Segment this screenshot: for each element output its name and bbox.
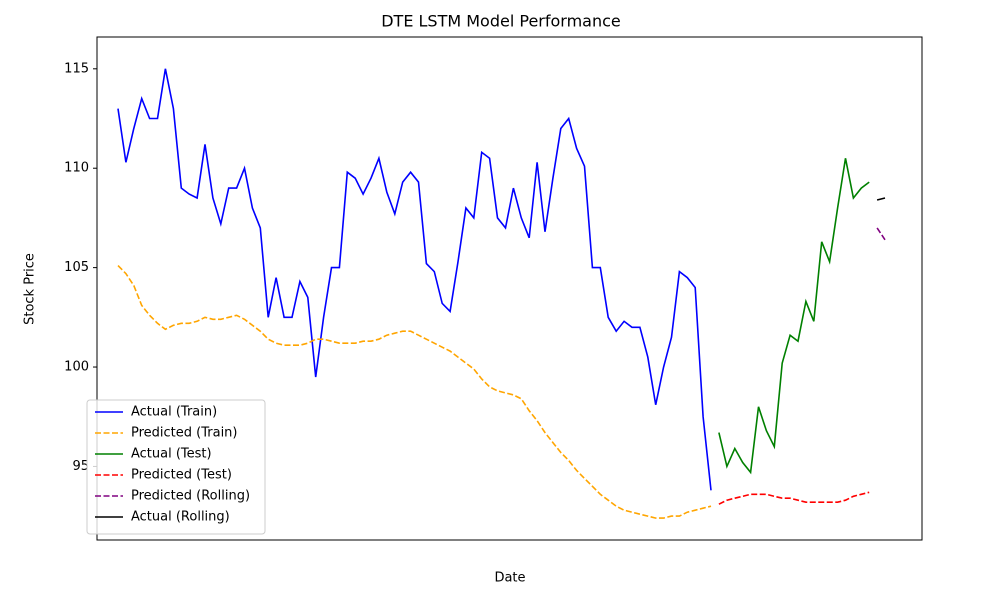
legend-label: Actual (Rolling): [131, 510, 230, 525]
series-line: [718, 158, 870, 475]
legend-label: Predicted (Test): [131, 468, 232, 483]
legend-label: Actual (Test): [131, 447, 212, 462]
y-tick-label: 105: [64, 260, 89, 275]
series-line: [876, 197, 886, 201]
y-axis-label: Stock Price: [23, 253, 38, 325]
series-line: [876, 227, 886, 241]
chart-title: DTE LSTM Model Performance: [381, 12, 621, 31]
x-axis-label: Date: [494, 571, 525, 586]
y-tick-label: 110: [64, 161, 89, 176]
series-line: [117, 265, 712, 519]
legend-label: Predicted (Rolling): [131, 489, 250, 504]
y-tick-label: 95: [72, 459, 89, 474]
plot-frame: [96, 36, 923, 541]
y-tick-label: 115: [64, 61, 89, 76]
legend-label: Predicted (Train): [131, 426, 238, 441]
legend-label: Actual (Train): [131, 405, 217, 420]
legend: Actual (Train) Predicted (Train) Actual (T…: [86, 399, 266, 535]
legend-box: [86, 399, 266, 535]
series-line: [718, 491, 870, 505]
y-tick-label: 100: [64, 360, 89, 375]
series-line: [117, 68, 712, 491]
